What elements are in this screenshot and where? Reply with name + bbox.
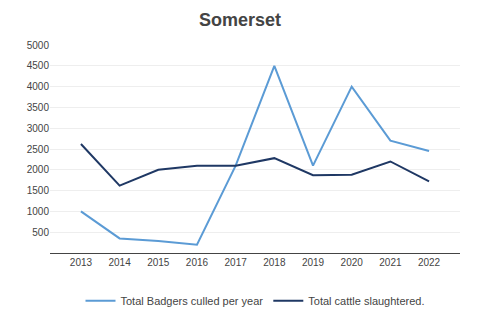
svg-text:3000: 3000 (27, 123, 50, 134)
svg-text:2013: 2013 (70, 257, 93, 268)
svg-text:Somerset: Somerset (199, 10, 281, 30)
svg-text:4500: 4500 (27, 60, 50, 71)
svg-text:2022: 2022 (418, 257, 441, 268)
svg-text:2015: 2015 (147, 257, 170, 268)
svg-text:2017: 2017 (225, 257, 248, 268)
svg-text:2000: 2000 (27, 164, 50, 175)
svg-text:2016: 2016 (186, 257, 209, 268)
svg-text:500: 500 (32, 227, 49, 238)
svg-text:2014: 2014 (108, 257, 131, 268)
svg-text:2020: 2020 (341, 257, 364, 268)
svg-text:Total cattle slaughtered.: Total cattle slaughtered. (308, 295, 424, 307)
svg-text:3500: 3500 (27, 102, 50, 113)
svg-text:Total Badgers culled per year: Total Badgers culled per year (121, 295, 264, 307)
svg-text:2018: 2018 (263, 257, 286, 268)
svg-text:4000: 4000 (27, 81, 50, 92)
svg-text:2019: 2019 (302, 257, 325, 268)
svg-text:1500: 1500 (27, 185, 50, 196)
svg-text:5000: 5000 (27, 40, 50, 51)
svg-text:1000: 1000 (27, 206, 50, 217)
svg-text:2021: 2021 (379, 257, 402, 268)
svg-text:2500: 2500 (27, 144, 50, 155)
